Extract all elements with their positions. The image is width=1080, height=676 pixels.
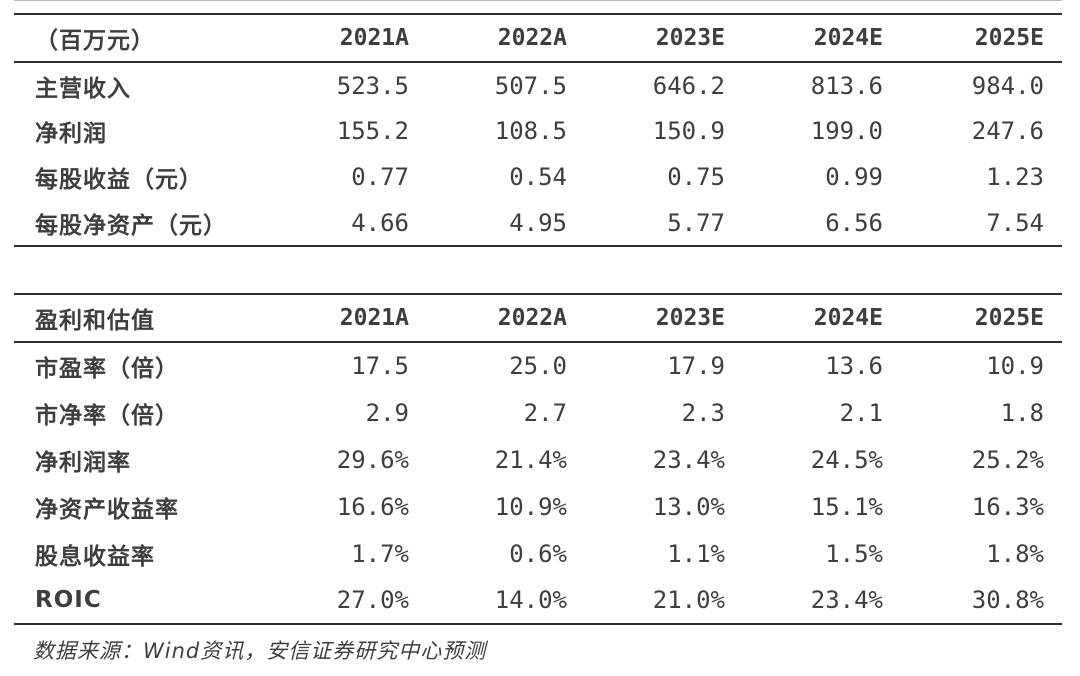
row-net-margin: 净利润率 29.6% 21.4% 23.4% 24.5% 25.2% (14, 436, 1062, 483)
value-cell: 4.95 (509, 208, 567, 237)
top-hairline (14, 0, 1062, 1)
value-cell: 14.0% (494, 586, 567, 614)
value-cell: 646.2 (652, 71, 725, 100)
value-cell: 2.9 (365, 398, 409, 427)
value-cell: 1.23 (986, 163, 1044, 191)
value-cell: 16.6% (336, 492, 409, 521)
row-dividend-yield: 股息收益率 1.7% 0.6% 1.1% 1.5% 1.8% (14, 530, 1062, 577)
row-bvps: 每股净资产（元） 4.66 4.95 5.77 6.56 7.54 (14, 200, 1062, 246)
value-cell: 199.0 (810, 117, 883, 145)
table2-header-row: 盈利和估值 2021A 2022A 2023E 2024E 2025E (14, 294, 1062, 343)
value-cell: 13.0% (652, 492, 725, 521)
table2-year-header-2023e: 2023E (585, 294, 743, 343)
value-cell: 2.7 (523, 398, 567, 427)
value-cell: 29.6% (336, 445, 409, 474)
row-label: 净利润率 (35, 449, 131, 476)
value-cell: 13.6 (825, 352, 883, 380)
value-cell: 0.77 (351, 163, 409, 191)
table1-year-header-2024e: 2024E (743, 14, 901, 63)
table1-year-header-2021a: 2021A (269, 14, 427, 63)
income-forecast-table: （百万元） 2021A 2022A 2023E 2024E 2025E 主营收入… (14, 13, 1062, 247)
value-cell: 10.9% (494, 492, 567, 521)
row-pe: 市盈率（倍） 17.5 25.0 17.9 13.6 10.9 (14, 342, 1062, 389)
table1-header-row: （百万元） 2021A 2022A 2023E 2024E 2025E (14, 14, 1062, 63)
value-cell: 247.6 (971, 117, 1044, 145)
value-cell: 4.66 (351, 208, 409, 237)
value-cell: 984.0 (971, 71, 1044, 100)
value-cell: 813.6 (810, 71, 883, 100)
value-cell: 1.5% (825, 539, 883, 568)
value-cell: 1.8% (986, 539, 1044, 568)
value-cell: 15.1% (810, 492, 883, 521)
value-cell: 6.56 (825, 208, 883, 237)
row-pb: 市净率（倍） 2.9 2.7 2.3 2.1 1.8 (14, 389, 1062, 436)
row-eps: 每股收益（元） 0.77 0.54 0.75 0.99 1.23 (14, 154, 1062, 200)
value-cell: 21.4% (494, 445, 567, 474)
value-cell: 5.77 (667, 208, 725, 237)
value-cell: 0.6% (509, 539, 567, 568)
value-cell: 25.2% (971, 445, 1044, 474)
table2-year-header-2022a: 2022A (427, 294, 585, 343)
value-cell: 7.54 (986, 208, 1044, 237)
value-cell: 25.0 (509, 352, 567, 380)
table1-year-header-2023e: 2023E (585, 14, 743, 63)
row-label: ROIC (35, 587, 102, 613)
table1-year-header-2022a: 2022A (427, 14, 585, 63)
row-label: 市净率（倍） (35, 402, 179, 429)
data-source-note: 数据来源：Wind资讯，安信证券研究中心预测 (33, 639, 487, 663)
row-label: 股息收益率 (35, 543, 155, 570)
row-roe: 净资产收益率 16.6% 10.9% 13.0% 15.1% 16.3% (14, 483, 1062, 530)
value-cell: 23.4% (652, 445, 725, 474)
value-cell: 155.2 (336, 117, 409, 145)
value-cell: 1.1% (667, 539, 725, 568)
value-cell: 21.0% (652, 586, 725, 614)
row-label: 每股收益（元） (35, 167, 203, 193)
value-cell: 1.8 (1000, 398, 1044, 427)
valuation-table: 盈利和估值 2021A 2022A 2023E 2024E 2025E 市盈率（… (14, 293, 1062, 625)
value-cell: 30.8% (971, 586, 1044, 614)
row-label: 净资产收益率 (35, 496, 179, 523)
value-cell: 2.3 (681, 398, 725, 427)
value-cell: 108.5 (494, 117, 567, 145)
row-roic: ROIC 27.0% 14.0% 21.0% 23.4% 30.8% (14, 577, 1062, 624)
row-label: 每股净资产（元） (35, 212, 227, 239)
row-revenue: 主营收入 523.5 507.5 646.2 813.6 984.0 (14, 62, 1062, 108)
value-cell: 10.9 (986, 352, 1044, 380)
value-cell: 0.99 (825, 163, 883, 191)
value-cell: 17.5 (351, 352, 409, 380)
table2-year-header-2025e: 2025E (901, 294, 1062, 343)
value-cell: 1.7% (351, 539, 409, 568)
value-cell: 0.75 (667, 163, 725, 191)
value-cell: 23.4% (810, 586, 883, 614)
table2-title-header: 盈利和估值 (14, 294, 269, 343)
table2-year-header-2024e: 2024E (743, 294, 901, 343)
table1-year-header-2025e: 2025E (901, 14, 1062, 63)
table2-year-header-2021a: 2021A (269, 294, 427, 343)
row-net-profit: 净利润 155.2 108.5 150.9 199.0 247.6 (14, 108, 1062, 154)
value-cell: 2.1 (839, 398, 883, 427)
value-cell: 150.9 (652, 117, 725, 145)
value-cell: 507.5 (494, 71, 567, 100)
value-cell: 24.5% (810, 445, 883, 474)
value-cell: 27.0% (336, 586, 409, 614)
row-label: 市盈率（倍） (35, 356, 179, 382)
row-label: 主营收入 (35, 75, 131, 102)
value-cell: 0.54 (509, 163, 567, 191)
value-cell: 17.9 (667, 352, 725, 380)
value-cell: 523.5 (336, 71, 409, 100)
value-cell: 16.3% (971, 492, 1044, 521)
row-label: 净利润 (35, 121, 107, 147)
table1-unit-header: （百万元） (14, 14, 269, 63)
